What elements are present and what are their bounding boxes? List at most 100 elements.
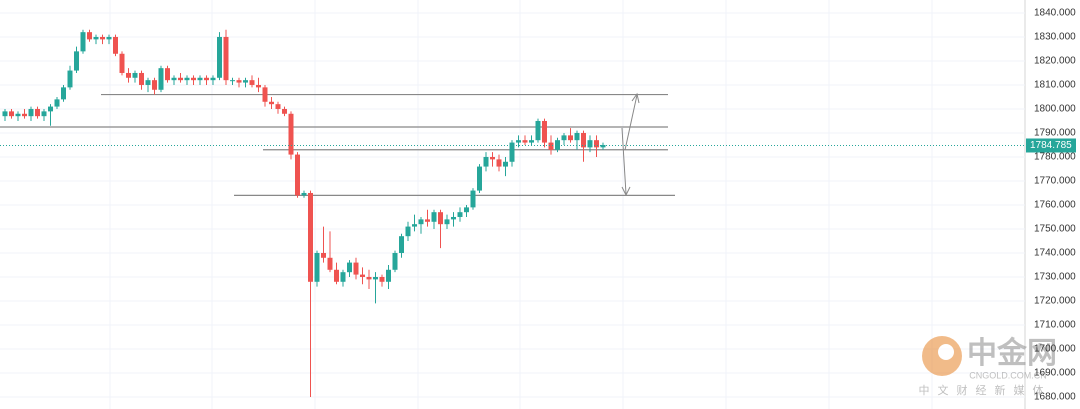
candle-body xyxy=(269,101,274,105)
watermark-tagline: 中文财经新媒体 xyxy=(919,383,1052,397)
candle-body xyxy=(503,161,508,167)
y-tick-label: 1830.000 xyxy=(1034,32,1076,43)
watermark-logo: 中金网 xyxy=(967,336,1057,370)
candle-body xyxy=(275,104,281,109)
last-price-label: 1784.785 xyxy=(1030,140,1072,151)
candle-body xyxy=(2,111,8,117)
candle-body xyxy=(295,154,300,196)
arrows xyxy=(621,92,640,197)
candle-body xyxy=(529,140,534,143)
candle-body xyxy=(217,36,222,78)
candle-body xyxy=(399,236,404,253)
candle-body xyxy=(594,140,599,148)
y-tick-label: 1780.000 xyxy=(1034,152,1076,163)
candle-body xyxy=(28,108,34,117)
candle-body xyxy=(67,70,73,88)
candle-body xyxy=(80,32,86,52)
candle-body xyxy=(158,68,164,90)
y-tick-label: 1840.000 xyxy=(1034,8,1076,19)
candle-body xyxy=(184,77,190,81)
candle-body xyxy=(542,120,547,143)
candle-body xyxy=(119,53,125,73)
candle-body xyxy=(327,257,333,270)
candle-body xyxy=(490,156,495,160)
candle-body xyxy=(535,120,541,141)
candle-body xyxy=(210,77,216,81)
candle-body xyxy=(191,77,196,81)
candle-body xyxy=(555,140,560,150)
candle-body xyxy=(132,72,138,78)
candle-body xyxy=(444,219,450,225)
y-tick-label: 1800.000 xyxy=(1034,104,1076,115)
candle-body xyxy=(366,276,372,280)
candle-body xyxy=(451,216,456,220)
y-tick-label: 1700.000 xyxy=(1034,344,1076,355)
watermark: 中金网 CNGOLD.COM.CN 中文财经新媒体 xyxy=(919,336,1058,397)
candle-body xyxy=(223,36,229,81)
candle-body xyxy=(431,212,437,222)
candle-body xyxy=(113,36,118,54)
candle-body xyxy=(288,113,294,155)
candle-body xyxy=(412,224,417,227)
y-tick-label: 1690.000 xyxy=(1034,368,1076,379)
candle-body xyxy=(418,219,424,225)
candle-body xyxy=(464,207,469,213)
candle-body xyxy=(470,190,476,208)
candle-body xyxy=(308,192,313,282)
candle-body xyxy=(48,106,53,112)
candle-body xyxy=(522,140,528,143)
candle-body xyxy=(600,144,606,148)
y-tick-label: 1750.000 xyxy=(1034,224,1076,235)
candle-body xyxy=(139,72,144,85)
candle-body xyxy=(262,87,268,102)
candle-body xyxy=(496,159,502,167)
candle-body xyxy=(87,32,92,40)
y-tick-label: 1740.000 xyxy=(1034,248,1076,259)
candle-body xyxy=(249,80,255,85)
candle-body xyxy=(392,252,398,270)
candle-body xyxy=(477,166,482,191)
candle-body xyxy=(236,80,242,83)
candle-body xyxy=(197,77,203,81)
candle-body xyxy=(165,68,170,81)
candle-body xyxy=(204,77,209,81)
candle-body xyxy=(379,276,385,282)
candle-body xyxy=(126,72,131,78)
candle-body xyxy=(15,113,21,117)
candle-body xyxy=(340,272,346,282)
candle-body xyxy=(353,262,359,275)
candle-body xyxy=(425,219,430,222)
candle-body xyxy=(100,36,105,40)
candle-body xyxy=(54,99,60,107)
candle-body xyxy=(243,80,248,83)
y-tick-label: 1820.000 xyxy=(1034,56,1076,67)
y-tick-label: 1760.000 xyxy=(1034,200,1076,211)
candle-body xyxy=(282,108,287,114)
candle-body xyxy=(483,156,489,167)
candle-body xyxy=(509,142,515,162)
candle-body xyxy=(35,108,40,117)
candle-body xyxy=(145,80,151,85)
candle-body xyxy=(93,36,99,40)
candle-body xyxy=(373,276,378,280)
candle-body xyxy=(574,132,580,141)
candle-body xyxy=(314,252,320,282)
candle-body xyxy=(438,212,443,225)
candle-body xyxy=(230,80,235,82)
candle-body xyxy=(516,140,521,143)
y-tick-label: 1770.000 xyxy=(1034,176,1076,187)
candle-body xyxy=(9,111,14,117)
last-price-box xyxy=(1026,138,1076,153)
watermark-domain: CNGOLD.COM.CN xyxy=(969,370,1047,380)
candle-body xyxy=(334,269,339,282)
candle-body xyxy=(581,132,586,148)
y-tick-label: 1790.000 xyxy=(1034,128,1076,139)
candle-body xyxy=(321,252,326,258)
candle-body xyxy=(386,269,391,282)
candle-body xyxy=(548,142,554,150)
candle-body xyxy=(152,80,157,90)
y-tick-label: 1730.000 xyxy=(1034,272,1076,283)
y-tick-label: 1710.000 xyxy=(1034,320,1076,331)
candle-body xyxy=(74,51,79,71)
